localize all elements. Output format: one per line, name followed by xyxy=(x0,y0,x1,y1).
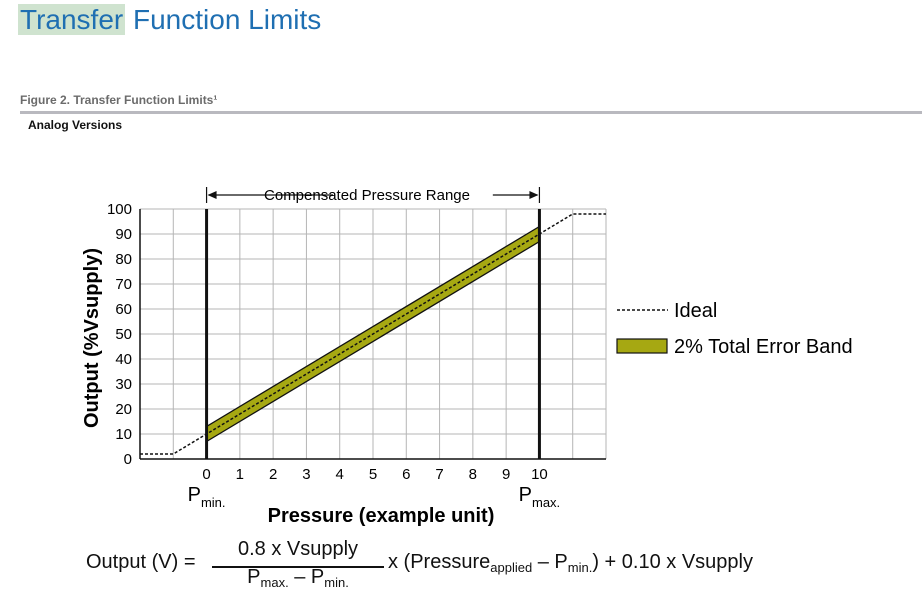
y-axis-label: Output (%Vsupply) xyxy=(81,248,103,428)
x-tick-label: 6 xyxy=(402,466,410,483)
range-label: Compensated Pressure Range xyxy=(264,187,470,204)
x-tick-label: 9 xyxy=(502,466,510,483)
y-tick-label: 20 xyxy=(115,401,132,418)
title-rest: Function Limits xyxy=(125,4,322,35)
fraction-bar xyxy=(212,566,384,568)
y-tick-label: 40 xyxy=(115,351,132,368)
y-tick-label: 30 xyxy=(115,376,132,393)
ideal-line xyxy=(140,213,606,455)
figure-subcaption: Analog Versions xyxy=(28,118,123,132)
x-tick-label: 5 xyxy=(369,466,377,483)
y-tick-label: 10 xyxy=(115,426,132,443)
x-tick-label: 2 xyxy=(269,466,277,483)
y-tick-label: 80 xyxy=(115,251,132,268)
formula-rhs: x (Pressureapplied – Pmin.) + 0.10 x Vsu… xyxy=(388,551,753,575)
x-tick-label: 8 xyxy=(469,466,477,483)
caption-divider xyxy=(20,111,922,114)
figure-caption: Figure 2. Transfer Function Limits¹ xyxy=(20,93,218,107)
x-tick-label: 4 xyxy=(336,466,344,483)
y-tick-label: 90 xyxy=(115,226,132,243)
y-tick-label: 70 xyxy=(115,276,132,293)
transfer-function-chart: 0 10 20 30 40 50 60 70 80 90 100 0 1 2 3 4 5 6 7 8 9 10 Press… xyxy=(81,187,853,527)
pmax-label: Pmax. xyxy=(519,484,561,510)
legend-ideal-label: Ideal xyxy=(674,300,717,322)
x-tick-label: 7 xyxy=(435,466,443,483)
legend-band-label: 2% Total Error Band xyxy=(674,336,853,358)
legend-band-swatch xyxy=(616,338,668,354)
x-axis-label: Pressure (example unit) xyxy=(268,505,495,527)
x-tick-label: 0 xyxy=(202,466,210,483)
title-highlight: Transfer xyxy=(18,4,126,35)
page-title: Transfer Function Limits xyxy=(18,4,321,36)
y-tick-label: 0 xyxy=(124,451,132,468)
x-tick-label: 10 xyxy=(531,466,548,483)
chart-axes: 0 10 20 30 40 50 60 70 80 90 100 0 1 2 3 4 5 6 7 8 9 10 xyxy=(107,187,606,483)
chart-labels: Pressure (example unit) Output (%Vsupply… xyxy=(81,187,560,527)
x-tick-label: 3 xyxy=(302,466,310,483)
y-tick-label: 50 xyxy=(115,326,132,343)
formula-numerator: 0.8 x Vsupply xyxy=(237,538,359,560)
x-tick-label: 1 xyxy=(236,466,244,483)
pmin-label: Pmin. xyxy=(188,484,226,510)
formula-lhs: Output (V) = xyxy=(86,551,196,573)
range-arrowhead-right xyxy=(529,191,539,199)
y-tick-label: 60 xyxy=(115,301,132,318)
ideal-line-layer xyxy=(140,213,606,455)
range-arrowhead-left xyxy=(207,191,217,199)
formula-denominator: Pmax. – Pmin. xyxy=(247,566,349,590)
chart-legend: Ideal 2% Total Error Band xyxy=(616,300,853,358)
y-tick-label: 100 xyxy=(107,201,132,218)
